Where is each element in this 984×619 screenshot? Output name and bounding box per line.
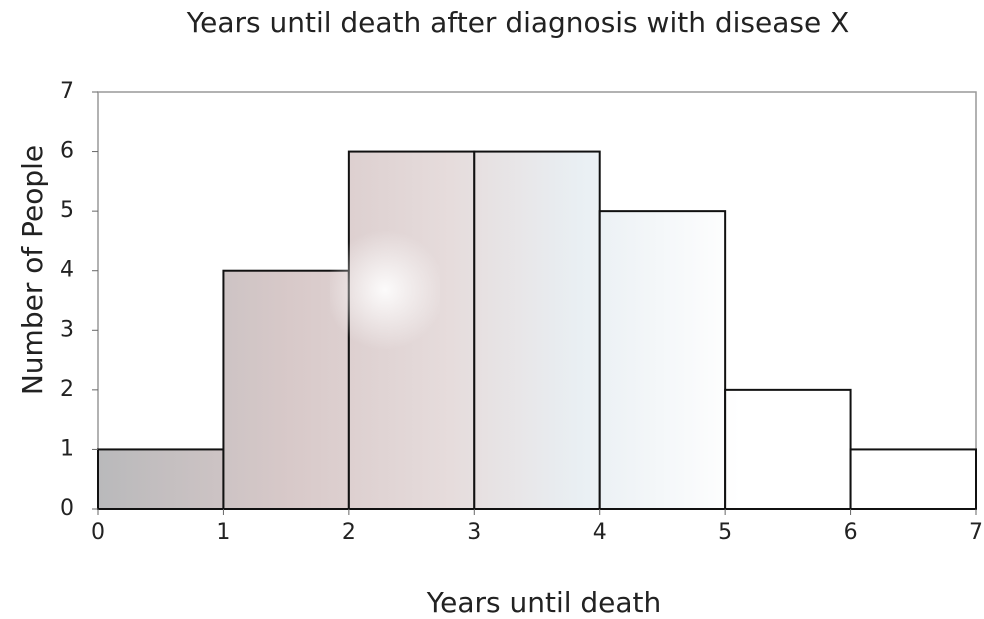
bar [724, 388, 852, 511]
x-tick-label: 5 [718, 520, 732, 545]
y-tick-label: 4 [60, 258, 74, 283]
y-tick-label: 0 [60, 496, 74, 521]
x-tick-label: 1 [216, 520, 230, 545]
bar [598, 210, 727, 510]
x-tick-label: 2 [342, 520, 356, 545]
bar [849, 448, 977, 510]
x-axis-label: Years until death [426, 586, 662, 619]
bar [347, 150, 476, 510]
x-tick-label: 4 [593, 520, 607, 545]
y-tick-label: 7 [60, 79, 74, 104]
y-axis-label: Number of People [16, 145, 49, 395]
bar [222, 269, 350, 511]
y-tick-label: 1 [60, 436, 74, 461]
bar [473, 150, 601, 510]
x-tick-label: 0 [91, 520, 105, 545]
y-tick-label: 5 [60, 198, 74, 223]
x-tick-label: 6 [844, 520, 858, 545]
y-tick-label: 6 [60, 139, 74, 164]
bar [97, 448, 225, 510]
x-tick-label: 3 [467, 520, 481, 545]
x-tick-label: 7 [969, 520, 983, 545]
y-tick-label: 3 [60, 317, 74, 342]
chart-title: Years until death after diagnosis with d… [186, 6, 850, 39]
y-tick-label: 2 [60, 377, 74, 402]
